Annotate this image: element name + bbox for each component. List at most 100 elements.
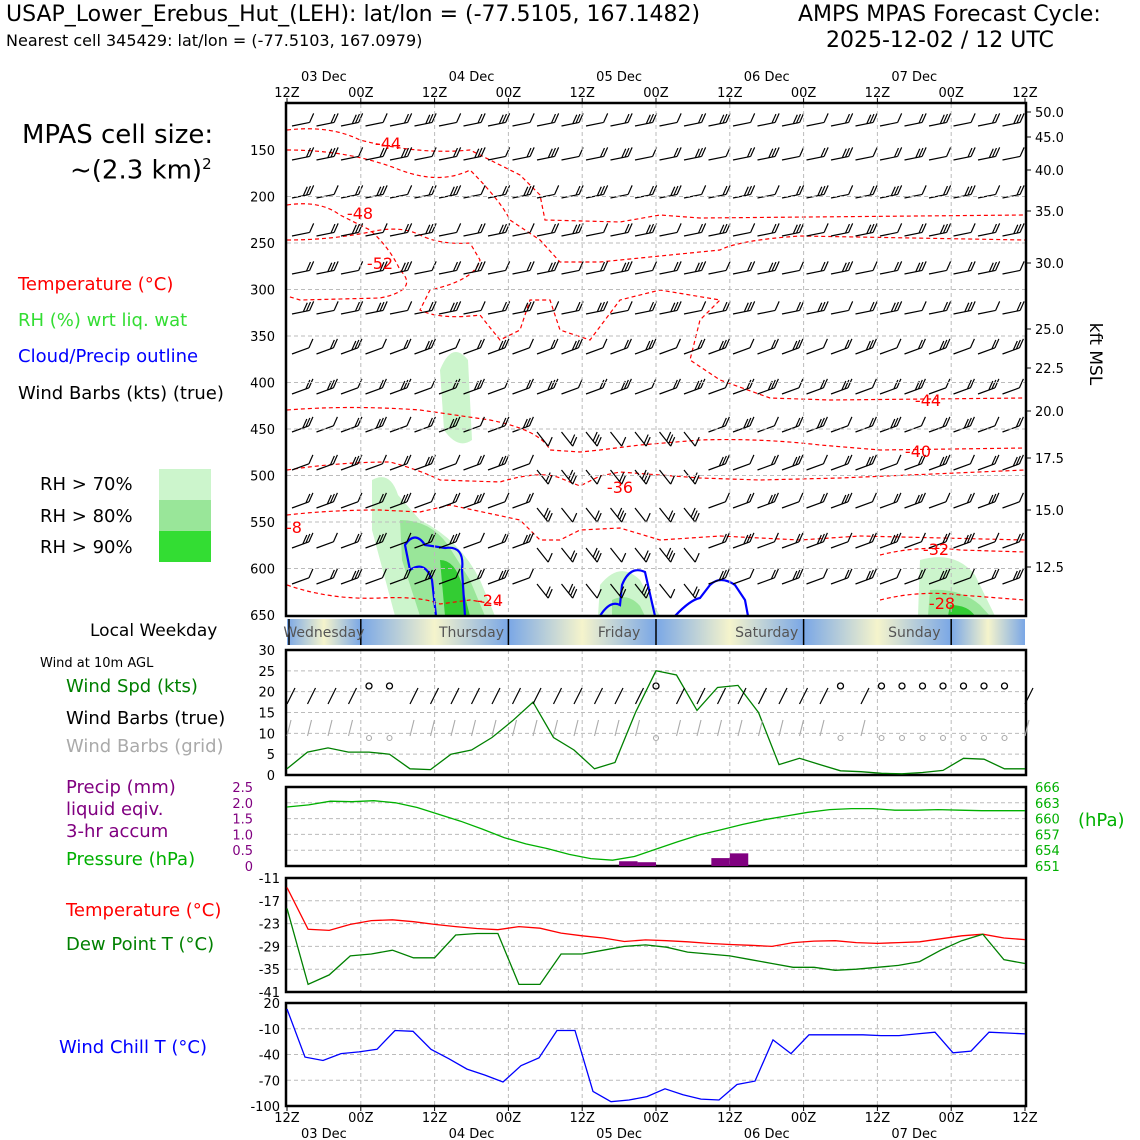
wind-barb-flag bbox=[967, 301, 973, 312]
wind-barb bbox=[340, 501, 359, 509]
wind-barb bbox=[561, 269, 580, 275]
wind-barb bbox=[806, 463, 824, 471]
wind-barb-flag bbox=[430, 338, 436, 349]
wind-barb-flag bbox=[822, 338, 828, 349]
wind-barb bbox=[340, 155, 359, 161]
wind-barb-flag bbox=[945, 338, 951, 349]
wind-barb-flag bbox=[424, 456, 430, 467]
wind-barb-flag bbox=[403, 339, 409, 350]
wind-barb-flag bbox=[427, 339, 433, 350]
wind-barb-flag bbox=[942, 533, 948, 544]
wind-barb bbox=[732, 121, 751, 127]
wind-barb-flag bbox=[626, 338, 632, 349]
wind-barb-flag bbox=[596, 474, 602, 485]
wind-barb-flag bbox=[969, 492, 975, 503]
wind-barb bbox=[855, 155, 874, 161]
wind-barb-flag bbox=[624, 261, 630, 272]
wind-barb-flag bbox=[893, 533, 899, 544]
wind-barb-flag bbox=[969, 416, 975, 427]
weekday-label: Sunday bbox=[888, 625, 940, 641]
kft-tick: 12.5 bbox=[1035, 561, 1064, 576]
wind-barb-flag bbox=[547, 380, 553, 391]
wind-barb-flag bbox=[553, 338, 559, 349]
wind-barb-flag bbox=[477, 113, 483, 124]
wind-barb-flag bbox=[302, 302, 308, 312]
wind-barb-flag bbox=[724, 416, 730, 427]
surface-wind-barb bbox=[470, 687, 481, 705]
wind-barb-flag bbox=[822, 492, 828, 503]
wind-barb-flag bbox=[841, 262, 847, 272]
wind-barb bbox=[708, 387, 726, 395]
wind-barb-flag bbox=[921, 185, 927, 195]
wind-barb-flag bbox=[596, 552, 602, 563]
wind-barb bbox=[414, 155, 433, 161]
rh90-swatch bbox=[159, 531, 211, 562]
wind-barb bbox=[928, 155, 947, 161]
wind-barb-flag bbox=[773, 378, 779, 389]
weekday-label: Thursday bbox=[438, 625, 504, 641]
wind-barb-flag bbox=[799, 185, 805, 195]
surface-wind-barb bbox=[450, 687, 460, 705]
wind-barb bbox=[561, 387, 579, 395]
wind-barb-flag bbox=[648, 113, 655, 124]
wind-barb-flag bbox=[896, 454, 902, 465]
wind-barb bbox=[732, 577, 751, 585]
wind-barb-flag bbox=[697, 223, 704, 234]
wind-barb bbox=[953, 463, 971, 471]
wind-barb-flag bbox=[354, 569, 360, 580]
wind-barb-flag bbox=[822, 568, 828, 579]
wind-barb-flag bbox=[694, 588, 700, 599]
wind-barb-flag bbox=[675, 378, 681, 389]
wind-barb-flag bbox=[425, 114, 431, 124]
wind-barb-flag bbox=[872, 113, 878, 123]
wind-barb bbox=[879, 577, 898, 585]
wind-barb-flag bbox=[480, 185, 486, 195]
surface-wind-barb bbox=[614, 687, 624, 705]
wind-barb-flag bbox=[701, 147, 707, 157]
wind-barb-flag bbox=[643, 472, 649, 482]
wind-barb bbox=[977, 193, 996, 199]
kft-tick: 30.0 bbox=[1035, 257, 1064, 272]
pressure-level-tick: 300 bbox=[250, 284, 275, 299]
calm-circle-grid bbox=[919, 734, 926, 742]
wind-barb-flag bbox=[1019, 223, 1025, 233]
wind-barb-flag bbox=[578, 185, 584, 195]
wind-barb-flag bbox=[501, 569, 507, 580]
bottom-date-label: 04 Dec bbox=[449, 1127, 495, 1140]
wind-barb-flag bbox=[869, 185, 875, 196]
wind-barb-flag bbox=[427, 417, 433, 428]
precip-ytick: 2.5 bbox=[232, 781, 253, 796]
calm-circle-grid bbox=[960, 734, 967, 742]
wind-barb bbox=[512, 121, 531, 127]
wind-barb-flag bbox=[1016, 185, 1022, 196]
wind-barb-flag bbox=[329, 455, 335, 466]
precip-bar bbox=[637, 862, 656, 866]
wind-barb-flag bbox=[382, 147, 388, 157]
wind-barb bbox=[536, 431, 549, 447]
wind-barb bbox=[708, 269, 727, 275]
wind-barb-flag bbox=[795, 339, 801, 350]
wind-barb-flag bbox=[550, 379, 556, 390]
wind-barb-flag bbox=[1015, 339, 1021, 350]
wind-barb-flag bbox=[619, 510, 625, 520]
wind-barb-flag bbox=[694, 262, 700, 272]
wind-barb bbox=[414, 269, 433, 275]
wind-barb-flag bbox=[403, 223, 410, 234]
wind-barb-flag bbox=[970, 147, 976, 157]
wind-barb-flag bbox=[578, 261, 584, 271]
wind-chill-label: Wind Chill T (°C) bbox=[59, 1037, 207, 1058]
wind-barb-flag bbox=[848, 223, 854, 233]
wind-barb-flag bbox=[750, 261, 756, 271]
wind-barb-flag bbox=[774, 261, 780, 271]
pressure-level-tick: 500 bbox=[250, 470, 275, 485]
wind-barb-flag bbox=[528, 568, 534, 579]
top-time-tick: 12Z bbox=[717, 86, 743, 101]
wind-barb-flag bbox=[378, 493, 384, 504]
wind-barb-flag bbox=[991, 493, 997, 504]
wind-barb bbox=[855, 501, 873, 509]
wind-barb-flag bbox=[302, 418, 308, 429]
wind-barb-flag bbox=[868, 455, 874, 466]
wind-barb-flag bbox=[308, 338, 314, 349]
kft-tick: 20.0 bbox=[1035, 405, 1064, 420]
surface-wind-barb bbox=[1024, 687, 1034, 705]
